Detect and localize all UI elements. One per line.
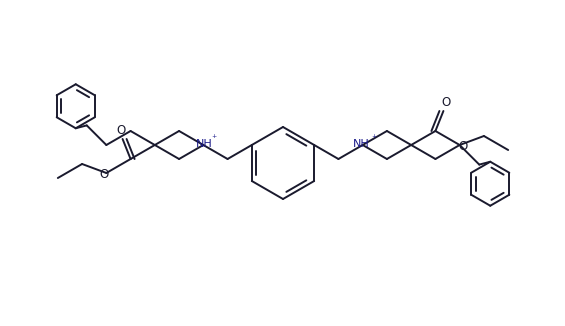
Text: O: O bbox=[116, 125, 125, 138]
Text: O: O bbox=[99, 169, 109, 182]
Text: O: O bbox=[442, 96, 451, 110]
Text: O: O bbox=[458, 141, 467, 154]
Text: NH: NH bbox=[196, 139, 212, 149]
Text: NH: NH bbox=[353, 139, 370, 149]
Text: ⁺: ⁺ bbox=[212, 134, 217, 144]
Text: ⁺: ⁺ bbox=[371, 134, 376, 144]
